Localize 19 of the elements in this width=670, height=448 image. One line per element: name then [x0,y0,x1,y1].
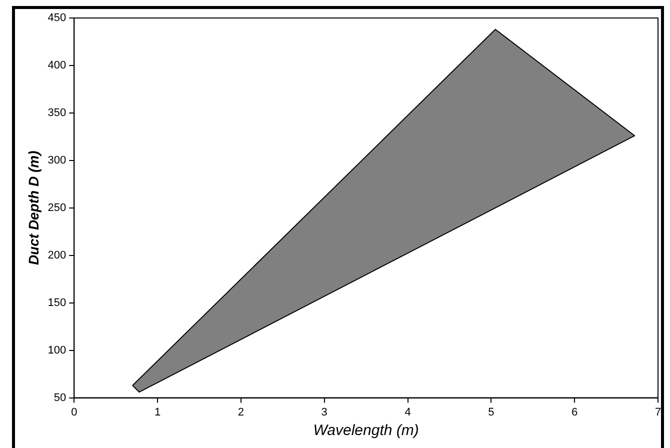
x-tick-label: 0 [71,406,78,418]
y-tick-label: 50 [54,392,66,404]
x-tick-label: 6 [572,406,578,418]
x-tick-label: 5 [488,406,494,418]
y-tick-label: 450 [48,12,66,24]
y-tick-label: 250 [48,202,66,214]
x-axis-title: Wavelength (m) [313,422,419,440]
x-tick-label: 7 [654,406,662,418]
x-tick-label: 3 [321,406,328,418]
y-axis-title: Duct Depth D (m) [25,150,42,266]
y-tick-label: 150 [48,296,66,309]
x-tick-label: 4 [404,406,411,418]
x-tick-label: 1 [154,406,161,418]
y-tick-label: 200 [48,249,66,262]
y-tick-label: 100 [48,344,66,356]
x-tick-label: 2 [238,406,244,418]
y-tick-label: 300 [48,154,66,166]
y-tick-label: 350 [48,106,66,119]
y-tick-label: 400 [48,60,66,72]
